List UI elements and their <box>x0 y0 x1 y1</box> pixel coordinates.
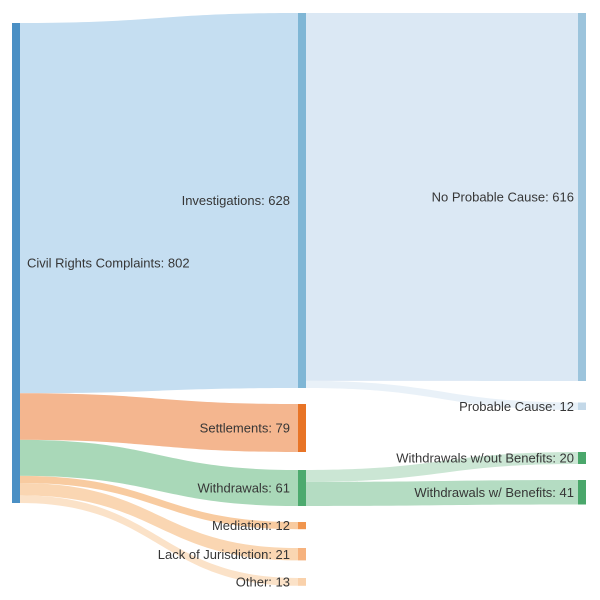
node-pc[interactable] <box>578 402 586 411</box>
node-wwob[interactable] <box>578 452 586 464</box>
label-inv: Investigations: 628 <box>182 193 290 208</box>
node-wwb[interactable] <box>578 480 586 505</box>
flow-inv-pc[interactable] <box>306 380 578 410</box>
node-crc[interactable] <box>12 23 20 503</box>
flow-crc-wd[interactable] <box>20 439 298 506</box>
label-crc: Civil Rights Complaints: 802 <box>27 256 190 271</box>
label-wwob: Withdrawals w/out Benefits: 20 <box>396 451 574 466</box>
flow-inv-npc[interactable] <box>306 13 578 381</box>
flow-wd-wwb[interactable] <box>306 480 578 506</box>
node-loj[interactable] <box>298 548 306 561</box>
label-set: Settlements: 79 <box>200 421 290 436</box>
label-oth: Other: 13 <box>236 574 290 589</box>
flow-wd-wwob[interactable] <box>306 452 578 482</box>
node-inv[interactable] <box>298 13 306 388</box>
node-med[interactable] <box>298 522 306 530</box>
flow-crc-inv[interactable] <box>20 13 298 394</box>
label-wwb: Withdrawals w/ Benefits: 41 <box>414 485 574 500</box>
node-npc[interactable] <box>578 13 586 381</box>
flow-crc-oth[interactable] <box>20 495 298 586</box>
flow-crc-set[interactable] <box>20 393 298 452</box>
label-wd: Withdrawals: 61 <box>198 481 290 496</box>
node-wd[interactable] <box>298 470 306 506</box>
label-npc: No Probable Cause: 616 <box>432 190 574 205</box>
node-set[interactable] <box>298 404 306 452</box>
label-med: Mediation: 12 <box>212 518 290 533</box>
label-pc: Probable Cause: 12 <box>459 399 574 414</box>
flow-crc-loj[interactable] <box>20 483 298 561</box>
flow-crc-med[interactable] <box>20 475 298 530</box>
node-oth[interactable] <box>298 578 306 586</box>
label-loj: Lack of Jurisdiction: 21 <box>158 547 290 562</box>
